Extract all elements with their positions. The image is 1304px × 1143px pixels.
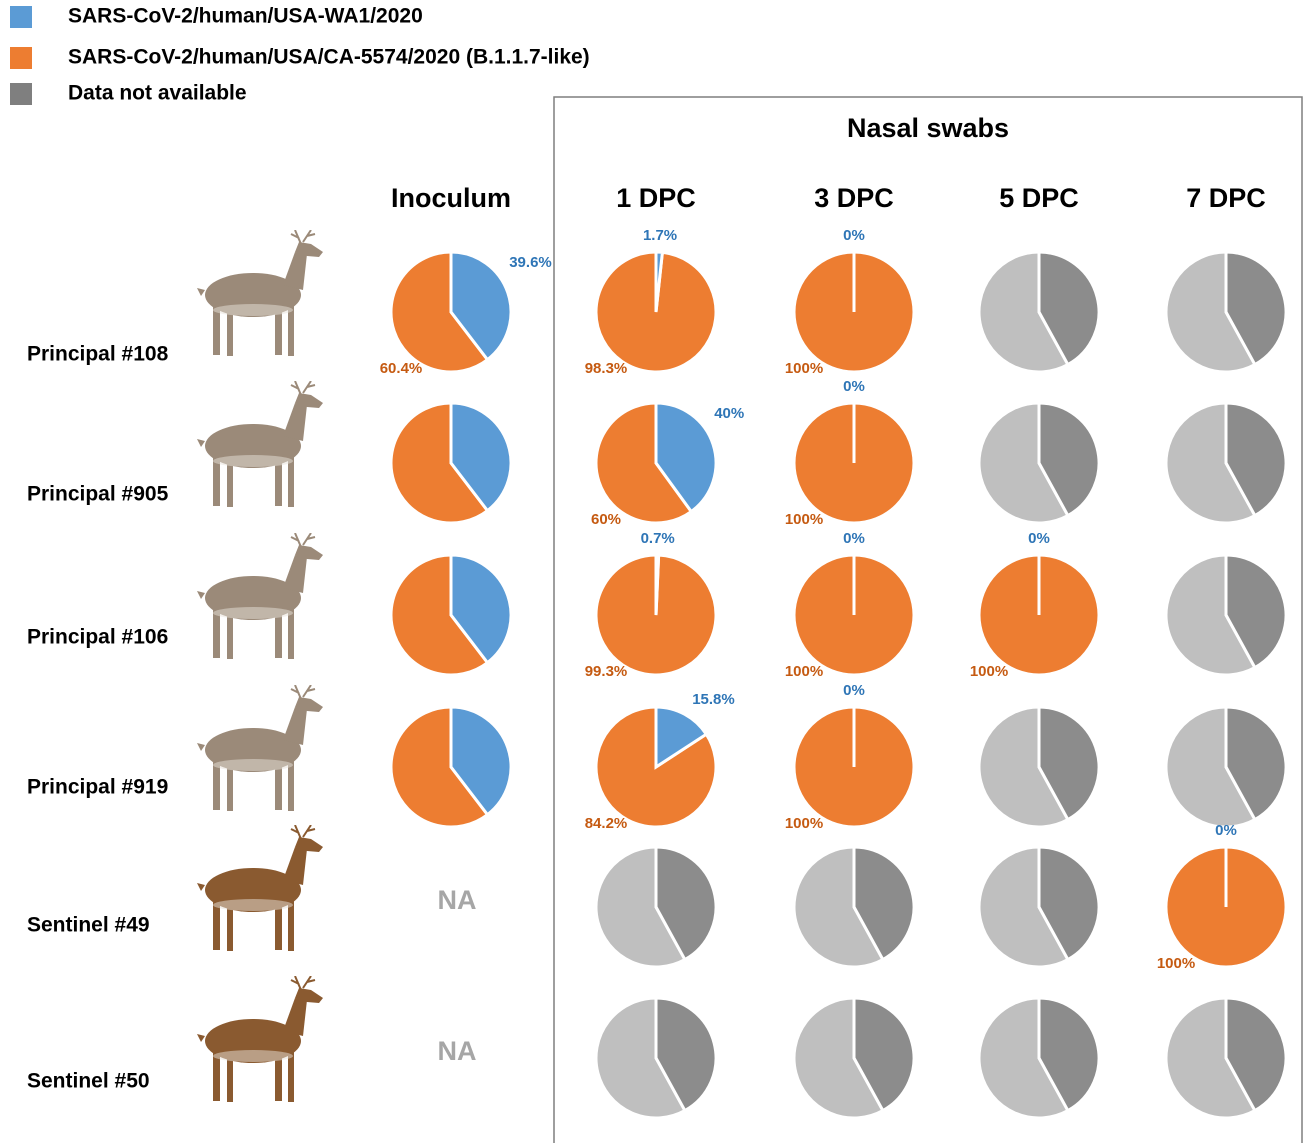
value-label: 84.2% — [585, 815, 628, 832]
value-label: 100% — [785, 360, 823, 377]
na-pie-slice — [594, 996, 687, 1120]
column-header: 5 DPC — [999, 183, 1079, 213]
pie-slice — [654, 705, 709, 770]
na-pie-slice — [654, 996, 718, 1113]
pie-slice — [654, 401, 718, 514]
value-label: 0% — [1028, 530, 1050, 547]
na-pie-slice — [977, 401, 1070, 525]
value-label: 100% — [785, 511, 823, 528]
row-label: Principal #919 — [27, 776, 168, 799]
na-pie-slice — [1164, 705, 1257, 829]
deer-icon — [196, 533, 324, 660]
value-label: 0% — [843, 378, 865, 395]
column-header: Inoculum — [391, 183, 511, 213]
deer-icon — [196, 685, 324, 812]
pie-slice — [389, 705, 490, 829]
value-label: 0.7% — [641, 530, 675, 547]
value-label: 1.7% — [643, 227, 677, 244]
value-label: 100% — [785, 815, 823, 832]
na-pie-slice — [977, 996, 1070, 1120]
pie-slice — [449, 553, 513, 665]
value-label: 0% — [1215, 822, 1237, 839]
value-label: 0% — [843, 530, 865, 547]
column-header: 7 DPC — [1186, 183, 1266, 213]
legend-label: SARS-CoV-2/human/USA/CA-5574/2020 (B.1.1… — [68, 46, 590, 69]
value-label: 100% — [1157, 955, 1195, 972]
na-pie-slice — [1224, 553, 1288, 670]
na-pie-slice — [1224, 250, 1288, 367]
row-label: Principal #106 — [27, 626, 168, 649]
legend-label: Data not available — [68, 82, 247, 105]
column-header: 3 DPC — [814, 183, 894, 213]
column-header: 1 DPC — [616, 183, 696, 213]
value-label: 100% — [785, 663, 823, 680]
na-pie-slice — [1037, 845, 1101, 962]
na-pie-slice — [792, 996, 885, 1120]
na-pie-slice — [1224, 401, 1288, 518]
pie-slice — [594, 401, 694, 525]
row-label: Principal #905 — [27, 483, 169, 506]
value-label: 99.3% — [585, 663, 628, 680]
na-pie-slice — [594, 845, 687, 969]
row-label: Sentinel #50 — [27, 1070, 150, 1093]
na-label: NA — [438, 1036, 477, 1066]
na-pie-slice — [1164, 250, 1257, 374]
na-pie-slice — [1164, 553, 1257, 677]
pie-slice — [449, 705, 513, 817]
na-pie-slice — [1037, 705, 1101, 822]
na-pie-slice — [1164, 996, 1257, 1120]
panel-title: Nasal swabs — [847, 113, 1009, 143]
panel-frame — [553, 96, 1303, 1143]
legend-swatch — [10, 6, 32, 28]
pie-slice — [449, 401, 513, 513]
value-label: 0% — [843, 227, 865, 244]
value-label: 40% — [714, 405, 744, 422]
pie-slice — [654, 553, 661, 616]
legend-swatch — [10, 83, 32, 105]
na-pie-slice — [1037, 250, 1101, 367]
legend-label: SARS-CoV-2/human/USA-WA1/2020 — [68, 5, 423, 28]
na-pie-slice — [1164, 401, 1257, 525]
value-label: 15.8% — [692, 691, 735, 708]
na-pie-slice — [977, 845, 1070, 969]
pie-slice — [449, 250, 513, 362]
na-pie-slice — [1037, 401, 1101, 518]
na-pie-slice — [977, 705, 1070, 829]
value-label: 60.4% — [380, 360, 423, 377]
row-label: Principal #108 — [27, 343, 169, 366]
row-label: Sentinel #49 — [27, 914, 150, 937]
value-label: 60% — [591, 511, 621, 528]
legend-swatch — [10, 47, 32, 69]
value-label: 100% — [970, 663, 1008, 680]
pie-slice — [654, 250, 665, 313]
pie-slice — [389, 553, 490, 677]
na-label: NA — [438, 885, 477, 915]
na-pie-slice — [1224, 996, 1288, 1113]
value-label: 98.3% — [585, 360, 628, 377]
na-pie-slice — [654, 845, 718, 962]
deer-icon — [196, 976, 324, 1103]
pie-slice — [389, 401, 490, 525]
na-pie-slice — [852, 996, 916, 1113]
pie-slice — [389, 250, 490, 374]
na-pie-slice — [1224, 705, 1288, 822]
na-pie-slice — [852, 845, 916, 962]
deer-icon — [196, 230, 324, 357]
na-pie-slice — [792, 845, 885, 969]
value-label: 0% — [843, 682, 865, 699]
value-label: 39.6% — [509, 254, 552, 271]
na-pie-slice — [977, 250, 1070, 374]
na-pie-slice — [1037, 996, 1101, 1113]
deer-icon — [196, 825, 324, 952]
deer-icon — [196, 381, 324, 508]
